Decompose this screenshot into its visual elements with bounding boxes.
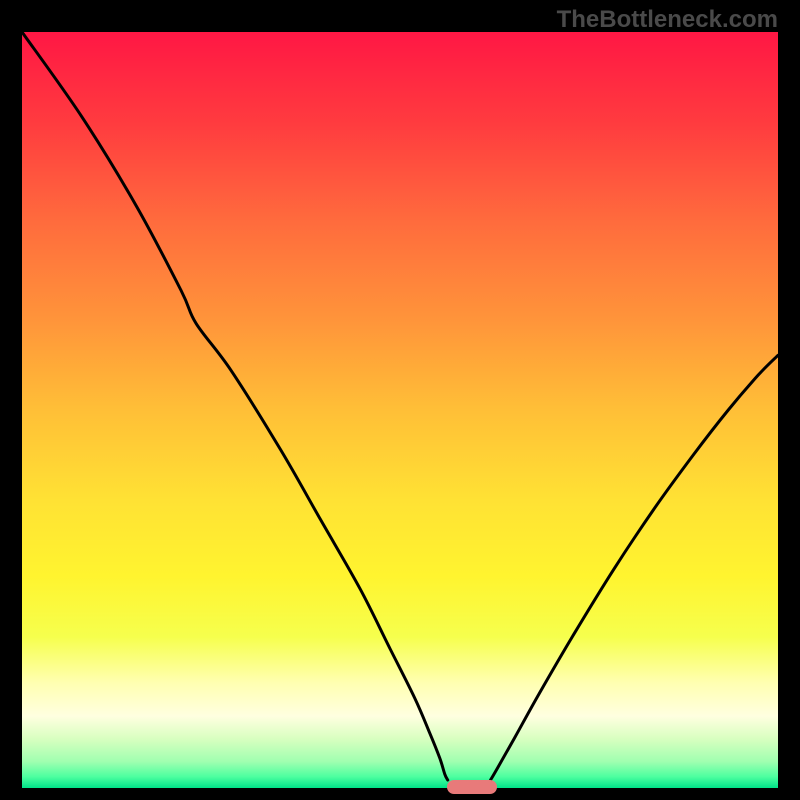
bottleneck-marker [447, 780, 497, 794]
right-curve [491, 355, 778, 780]
chart-frame [20, 30, 780, 790]
chart-curves [22, 32, 778, 788]
left-curve [22, 32, 448, 780]
